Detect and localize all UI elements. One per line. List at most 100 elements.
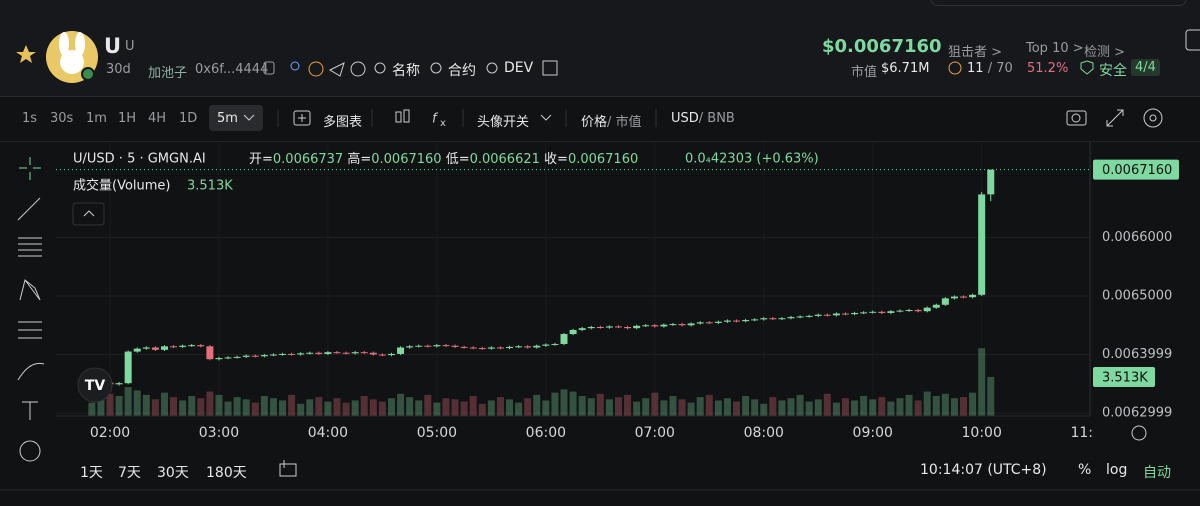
date-range-icon[interactable]	[279, 460, 297, 477]
volume-bar	[433, 402, 441, 416]
candle-body	[151, 347, 159, 350]
svg-text:x: x	[440, 118, 446, 129]
candle-body	[823, 314, 831, 316]
candle-body	[442, 345, 450, 347]
currency-toggle[interactable]: USD/ BNB	[671, 111, 735, 126]
volume-bar	[224, 401, 232, 416]
settings-icon[interactable]	[1143, 108, 1163, 128]
candle-body	[533, 345, 541, 348]
avatar-toggle[interactable]: 头像开关	[477, 115, 530, 130]
log-toggle[interactable]: log	[1106, 462, 1128, 478]
multi-chart[interactable]: 多图表	[323, 115, 363, 130]
chart-icon[interactable]	[350, 61, 366, 77]
interval[interactable]: 1m	[86, 111, 107, 126]
candle-body	[596, 327, 604, 329]
price-toggle[interactable]: 价格/ 市值	[581, 111, 642, 130]
candle-body	[769, 318, 777, 320]
range[interactable]: 30天	[157, 465, 189, 481]
volume-bar	[678, 399, 686, 416]
candle-body	[415, 345, 423, 347]
check: 安全	[1099, 63, 1127, 79]
candle-body	[969, 294, 977, 298]
candle-body	[324, 352, 332, 354]
axis-settings[interactable]	[1131, 425, 1147, 441]
volume-bar	[769, 397, 777, 416]
volume-bar	[515, 402, 523, 416]
candle-body	[378, 354, 386, 356]
volume-bar	[760, 403, 768, 416]
link[interactable]: 合约	[448, 63, 476, 79]
top10-label[interactable]: Top 10 >	[1026, 41, 1084, 56]
candle-body	[860, 312, 868, 314]
candle-body	[451, 345, 459, 347]
volume-bar	[360, 396, 368, 416]
x-tick-label: 07:00	[635, 425, 675, 441]
copy-icon[interactable]	[263, 61, 275, 75]
range[interactable]: 1天	[80, 465, 103, 481]
percent-toggle[interactable]: %	[1078, 462, 1092, 478]
check-label[interactable]: 检测 >	[1084, 45, 1126, 60]
candle-body	[260, 355, 268, 357]
interval[interactable]: 30s	[50, 111, 74, 126]
candle-body	[587, 327, 595, 329]
candle-body	[179, 345, 187, 347]
external-icon[interactable]	[542, 60, 558, 76]
candle-body	[478, 348, 486, 350]
alt-currency[interactable]: / BNB	[698, 111, 735, 126]
volume-bar	[469, 396, 477, 416]
candle-body	[687, 323, 695, 326]
address[interactable]: 0x6f...4444	[195, 62, 269, 77]
currency[interactable]: USD	[671, 111, 699, 126]
star-icon[interactable]	[16, 45, 36, 63]
volume-bar	[478, 403, 486, 416]
candle-body	[960, 296, 968, 298]
candle-body	[705, 322, 713, 324]
candle-body	[814, 314, 822, 316]
price-option[interactable]: 价格	[581, 115, 608, 130]
link[interactable]: DEV	[504, 60, 534, 76]
volume-bar	[687, 402, 695, 416]
link[interactable]: 名称	[392, 63, 420, 79]
symbol: U/USD · 5 · GMGN.AI	[73, 152, 206, 167]
volume-bar	[642, 398, 650, 416]
telegram-icon[interactable]	[328, 62, 345, 77]
collapse-icon[interactable]	[1185, 29, 1200, 51]
mcap-option[interactable]: / 市值	[607, 115, 642, 130]
candle-body	[306, 352, 314, 354]
candle-body	[124, 351, 132, 384]
top10: 51.2%	[1027, 61, 1069, 76]
sidebar-tools	[17, 157, 45, 462]
camera-icon[interactable]	[1066, 110, 1087, 126]
volume-bar	[841, 398, 849, 416]
collapse-legend[interactable]	[72, 202, 105, 226]
interval-selected-bg[interactable]	[209, 105, 263, 131]
interval[interactable]: 1H	[118, 111, 137, 126]
candle-body	[506, 346, 514, 349]
volume-tag-label: 3.513K	[1102, 370, 1148, 385]
expand-icon[interactable]	[1106, 109, 1124, 127]
candle-body	[633, 325, 641, 329]
range[interactable]: 7天	[118, 465, 141, 481]
token-ticker: U	[125, 39, 135, 54]
auto-toggle[interactable]: 自动	[1143, 465, 1171, 481]
interval[interactable]: 4H	[148, 111, 167, 126]
x-tick-label: 05:00	[417, 425, 457, 441]
volume-bar	[179, 400, 187, 416]
snipers-label[interactable]: 狙击者 >	[948, 45, 1003, 60]
candle-body	[224, 357, 232, 359]
volume-bar	[533, 394, 541, 416]
volume-bar	[133, 390, 141, 416]
volume-bar	[88, 402, 96, 416]
volume-bar	[878, 397, 886, 416]
holder-icon[interactable]	[290, 61, 300, 71]
interval[interactable]: 1D	[179, 111, 198, 126]
volume-value: 3.513K	[187, 179, 233, 194]
divider	[0, 141, 1200, 142]
interval-selected[interactable]: 5m	[217, 111, 238, 126]
candle-body	[269, 354, 277, 356]
candle-body	[851, 312, 859, 315]
interval[interactable]: 1s	[22, 111, 38, 126]
range[interactable]: 180天	[206, 465, 247, 481]
volume-bar	[869, 399, 877, 416]
